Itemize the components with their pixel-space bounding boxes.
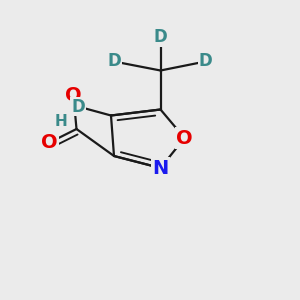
Text: H: H	[55, 114, 68, 129]
Text: O: O	[41, 133, 58, 152]
Text: D: D	[71, 98, 85, 116]
Text: O: O	[65, 86, 82, 106]
Text: D: D	[154, 28, 167, 46]
Text: D: D	[107, 52, 121, 70]
Text: N: N	[152, 158, 169, 178]
Text: O: O	[176, 128, 193, 148]
Text: D: D	[199, 52, 212, 70]
